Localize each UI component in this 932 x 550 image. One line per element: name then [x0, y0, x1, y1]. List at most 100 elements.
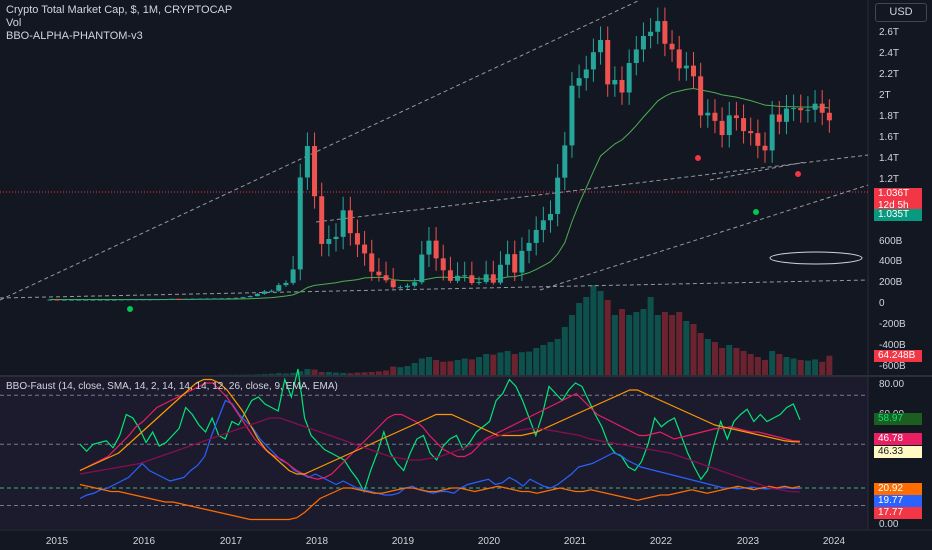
volume-bar	[640, 309, 647, 375]
faust-legend: BBO-Faust (14, close, SMA, 14, 2, 14, 14…	[6, 381, 338, 392]
volume-bar	[526, 351, 533, 375]
candle-body	[526, 242, 532, 251]
volume-bar	[375, 371, 382, 375]
volume-bar	[361, 372, 368, 375]
volume-bar	[504, 351, 511, 375]
volume-bar	[497, 352, 504, 375]
volume-bar	[254, 374, 261, 375]
candle-body	[133, 299, 139, 301]
faust-series-line	[79, 382, 801, 480]
volume-bar	[490, 354, 497, 375]
signal-dot	[753, 209, 759, 215]
candle-body	[76, 299, 82, 301]
price-tick-label: 0	[879, 298, 885, 309]
price-tick-label: 1.2T	[879, 174, 899, 185]
volume-bar	[669, 315, 676, 375]
volume-bar	[697, 333, 704, 375]
volume-bar	[297, 371, 304, 375]
volume-bar	[804, 360, 811, 375]
candle-body	[354, 233, 360, 245]
time-tick-label: 2019	[392, 536, 415, 547]
volume-bar	[769, 351, 776, 375]
candle-body	[590, 52, 596, 70]
candle-body	[340, 210, 346, 237]
candle-body	[297, 177, 303, 270]
candle-body	[462, 275, 468, 277]
volume-tag: 64.248B	[874, 350, 922, 362]
candle-body	[569, 85, 575, 146]
candle-body	[783, 108, 789, 122]
signal-dot	[127, 306, 133, 312]
indicator-legend: BBO-ALPHA-PHANTOM-v3	[6, 30, 143, 42]
volume-bar	[425, 357, 432, 375]
candle-body	[111, 299, 117, 301]
candle-body	[68, 299, 74, 301]
candle-body	[755, 133, 761, 146]
volume-bar	[704, 339, 711, 375]
price-tick-label: 1.6T	[879, 132, 899, 143]
volume-bar	[819, 361, 826, 375]
volume-bar	[476, 357, 482, 375]
candle-body	[655, 21, 661, 32]
time-tick-label: 2023	[737, 536, 760, 547]
volume-bars	[218, 285, 833, 375]
volume-bar	[754, 357, 761, 375]
trend-lines	[0, 0, 869, 301]
faust-series-line	[79, 368, 801, 494]
last-price-value: 1.036T	[878, 188, 910, 199]
time-tick-label: 2016	[133, 536, 156, 547]
candle-body	[619, 79, 625, 93]
candle-body	[733, 115, 739, 119]
candle-body	[197, 298, 203, 300]
volume-bar	[397, 367, 404, 375]
candle-body	[598, 39, 604, 53]
close-tag: 1.035T	[874, 209, 922, 221]
faust-value-tag: 17.77	[874, 507, 922, 519]
volume-bar	[433, 360, 440, 375]
main-pane-bg	[0, 0, 868, 375]
candle-body	[419, 254, 425, 283]
volume-bar	[568, 315, 575, 375]
candle-body	[61, 299, 67, 301]
volume-bar	[633, 312, 640, 375]
volume-bar	[790, 358, 797, 375]
currency-button[interactable]: USD	[875, 3, 927, 22]
candle-body	[626, 62, 632, 93]
candle-body	[161, 299, 167, 301]
volume-bar	[583, 297, 590, 375]
volume-bar	[647, 297, 654, 375]
price-tick-label: 1.8T	[879, 111, 899, 122]
volume-bar	[325, 372, 332, 375]
time-tick-label: 2021	[564, 536, 587, 547]
candle-body	[326, 239, 332, 244]
candle-body	[469, 275, 475, 283]
time-tick-label: 2015	[46, 536, 69, 547]
candle-body	[204, 298, 210, 300]
candles[interactable]	[47, 7, 832, 301]
candle-body	[555, 177, 561, 214]
candle-body	[791, 108, 797, 110]
candle-body	[762, 145, 768, 151]
candle-body	[497, 264, 503, 283]
candle-body	[226, 298, 232, 300]
candle-body	[183, 298, 189, 300]
volume-bar	[611, 315, 618, 375]
candle-body	[119, 299, 124, 301]
volume-bar	[690, 324, 697, 375]
volume-bar	[440, 361, 447, 375]
candle-body	[240, 297, 246, 299]
candle-body	[383, 275, 389, 281]
candle-body	[319, 196, 325, 244]
volume-bar	[619, 309, 625, 375]
time-tick-label: 2018	[306, 536, 329, 547]
candle-body	[455, 275, 461, 281]
candle-body	[512, 254, 518, 273]
bar-countdown: 12d 5h	[878, 200, 909, 211]
candle-body	[476, 282, 482, 283]
price-tick-label: 200B	[879, 277, 903, 288]
volume-bar	[461, 358, 468, 375]
candle-body	[190, 298, 196, 300]
candle-body	[247, 296, 253, 298]
candle-body	[254, 293, 260, 297]
